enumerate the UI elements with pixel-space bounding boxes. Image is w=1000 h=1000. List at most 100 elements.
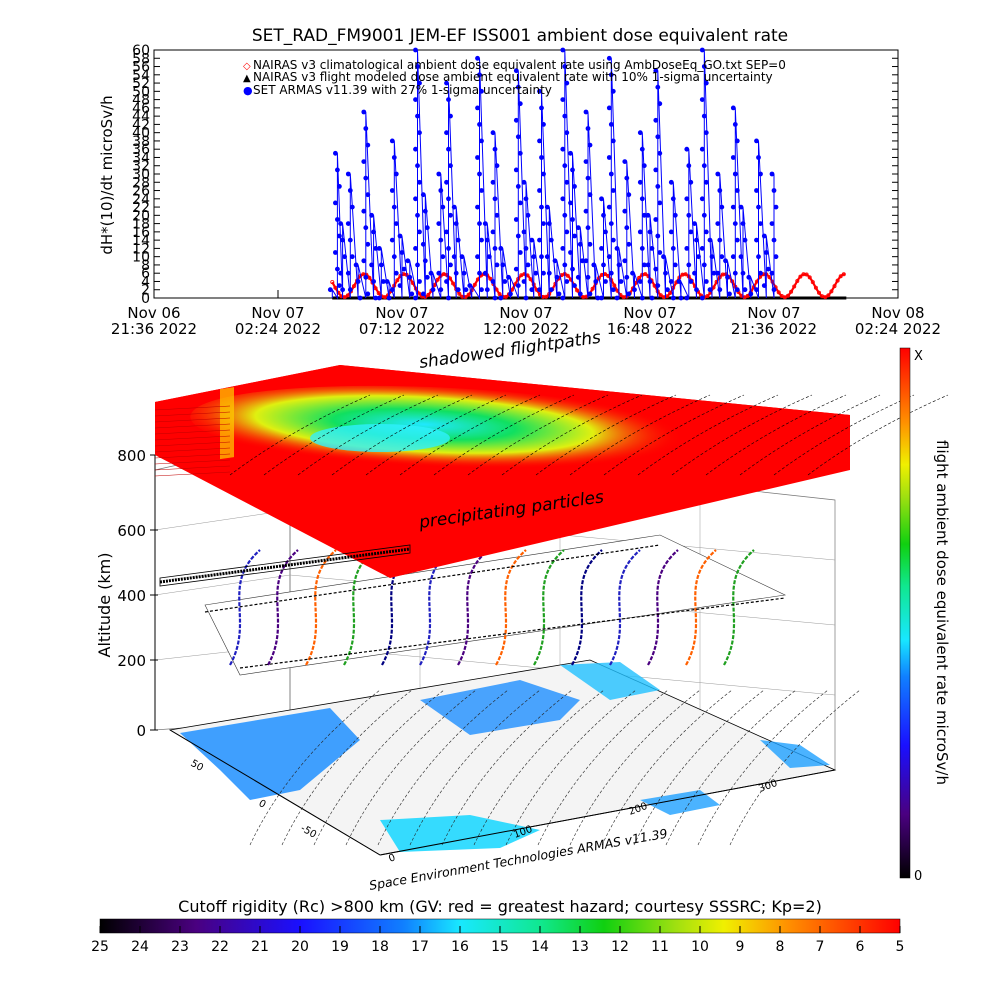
ground-track bbox=[345, 689, 477, 846]
series-point-nairas bbox=[544, 294, 549, 299]
y-tick-label: 6 bbox=[141, 266, 150, 282]
series-point-set-armas bbox=[562, 212, 568, 218]
slab-flight-tracks bbox=[229, 394, 949, 476]
series-point-set-armas bbox=[622, 159, 628, 165]
top-series-layer bbox=[327, 47, 847, 301]
series-point-set-armas bbox=[335, 167, 340, 173]
series-point-set-armas bbox=[653, 117, 659, 123]
series-point-set-armas bbox=[748, 291, 754, 297]
series-point-set-armas bbox=[663, 270, 668, 276]
x-tick-label: 07:12 2022 bbox=[359, 320, 445, 338]
series-point-set-armas bbox=[513, 117, 519, 123]
series-point-nairas bbox=[786, 293, 791, 298]
series-point-set-armas bbox=[670, 196, 676, 202]
series-point-set-armas bbox=[365, 192, 371, 198]
series-point-set-armas bbox=[430, 287, 436, 293]
bottom-colorbar-tick-label: 5 bbox=[896, 939, 905, 955]
series-point-set-armas bbox=[583, 109, 589, 115]
orbit-stripe bbox=[204, 544, 661, 613]
series-point-set-armas bbox=[738, 254, 744, 260]
series-point-set-armas bbox=[699, 97, 705, 102]
series-point-set-armas bbox=[486, 254, 492, 260]
x-tick-label: Nov 07 bbox=[375, 304, 428, 322]
series-point-set-armas bbox=[461, 270, 467, 276]
top-legend: ◇ NAIRAS v3 climatological ambient dose … bbox=[243, 58, 786, 97]
series-point-set-armas bbox=[707, 287, 713, 293]
series-point-set-armas bbox=[606, 55, 612, 61]
y-tick-label: 18 bbox=[132, 217, 150, 233]
bottom-colorbar-tick-label: 12 bbox=[611, 939, 629, 955]
series-point-set-armas bbox=[523, 295, 529, 301]
series-point-set-armas bbox=[513, 68, 519, 74]
slab-layer-line bbox=[154, 465, 231, 471]
series-point-set-armas bbox=[515, 134, 521, 140]
series-point-set-armas bbox=[732, 221, 738, 227]
series-point-set-armas bbox=[639, 295, 645, 301]
series-point-set-armas bbox=[595, 295, 601, 301]
series-point-set-armas bbox=[444, 130, 449, 136]
bottom-colorbar-tick-label: 22 bbox=[211, 939, 229, 955]
series-point-set-armas bbox=[393, 221, 399, 227]
series-point-set-armas bbox=[707, 237, 713, 243]
series-point-set-armas bbox=[599, 196, 604, 202]
y-tick-label: 4 bbox=[141, 274, 150, 290]
series-point-set-armas bbox=[684, 196, 690, 202]
series-point-set-armas bbox=[560, 246, 566, 251]
series-point-set-armas bbox=[546, 270, 552, 276]
series-point-set-armas bbox=[338, 270, 343, 276]
series-point-set-armas bbox=[771, 188, 777, 193]
series-point-set-armas bbox=[587, 192, 593, 198]
series-point-set-armas bbox=[696, 254, 701, 260]
series-point-set-armas bbox=[624, 225, 630, 231]
y-tick-label: 34 bbox=[132, 150, 150, 166]
top-y-axis-label: dH*(10)/dt microSv/h bbox=[98, 95, 116, 254]
series-point-nairas bbox=[435, 277, 440, 282]
series-point-set-armas bbox=[587, 291, 593, 297]
series-point-set-armas bbox=[699, 146, 705, 152]
series-point-set-armas bbox=[657, 101, 663, 107]
slab-track bbox=[263, 394, 405, 476]
series-point-set-armas bbox=[649, 295, 655, 301]
ribbon-wave bbox=[609, 549, 641, 666]
slab-layer-line bbox=[154, 423, 231, 429]
series-point-set-armas bbox=[572, 283, 577, 288]
series-point-set-armas bbox=[389, 188, 395, 193]
series-point-set-armas bbox=[492, 246, 498, 251]
series-point-set-armas bbox=[541, 171, 546, 177]
series-point-set-armas bbox=[541, 221, 546, 227]
y-tick-label: 60 bbox=[132, 43, 150, 59]
bottom-colorbar-tick-label: 13 bbox=[571, 939, 589, 955]
slab-track bbox=[535, 394, 677, 476]
legend-marker-red-diamond: ◇ bbox=[243, 61, 251, 72]
series-point-set-armas bbox=[415, 113, 420, 119]
series-point-set-armas bbox=[369, 262, 374, 268]
bottom-colorbar-tick-label: 14 bbox=[531, 939, 549, 955]
series-point-set-armas bbox=[653, 167, 659, 173]
slab-layer-line bbox=[154, 459, 231, 465]
series-point-set-armas bbox=[688, 179, 694, 185]
series-point-set-armas bbox=[719, 204, 725, 210]
series-point-set-armas bbox=[539, 204, 544, 210]
series-point-set-armas bbox=[670, 295, 676, 301]
series-point-set-armas bbox=[417, 130, 422, 136]
series-point-set-armas bbox=[333, 250, 338, 255]
series-point-set-armas bbox=[361, 109, 367, 115]
series-point-set-armas bbox=[585, 225, 591, 231]
series-point-set-armas bbox=[593, 279, 599, 284]
ground-track bbox=[281, 689, 413, 846]
series-point-set-armas bbox=[477, 171, 482, 177]
right-colorbar-top-label: X bbox=[914, 349, 923, 364]
series-point-nairas bbox=[795, 278, 800, 283]
series-point-set-armas bbox=[771, 237, 777, 243]
bottom-colorbar: Cutoff rigidity (Rc) >800 km (GV: red = … bbox=[91, 897, 904, 955]
series-point-set-armas bbox=[340, 237, 345, 243]
series-point-set-armas bbox=[438, 287, 444, 293]
bottom-colorbar-tick-label: 24 bbox=[131, 939, 149, 955]
series-point-set-armas bbox=[365, 241, 371, 247]
series-point-set-armas bbox=[606, 254, 612, 260]
series-point-set-armas bbox=[338, 221, 343, 227]
series-point-set-armas bbox=[637, 229, 643, 235]
slab-track bbox=[501, 394, 643, 476]
series-point-nairas bbox=[789, 289, 794, 294]
series-point-set-armas bbox=[515, 233, 521, 239]
